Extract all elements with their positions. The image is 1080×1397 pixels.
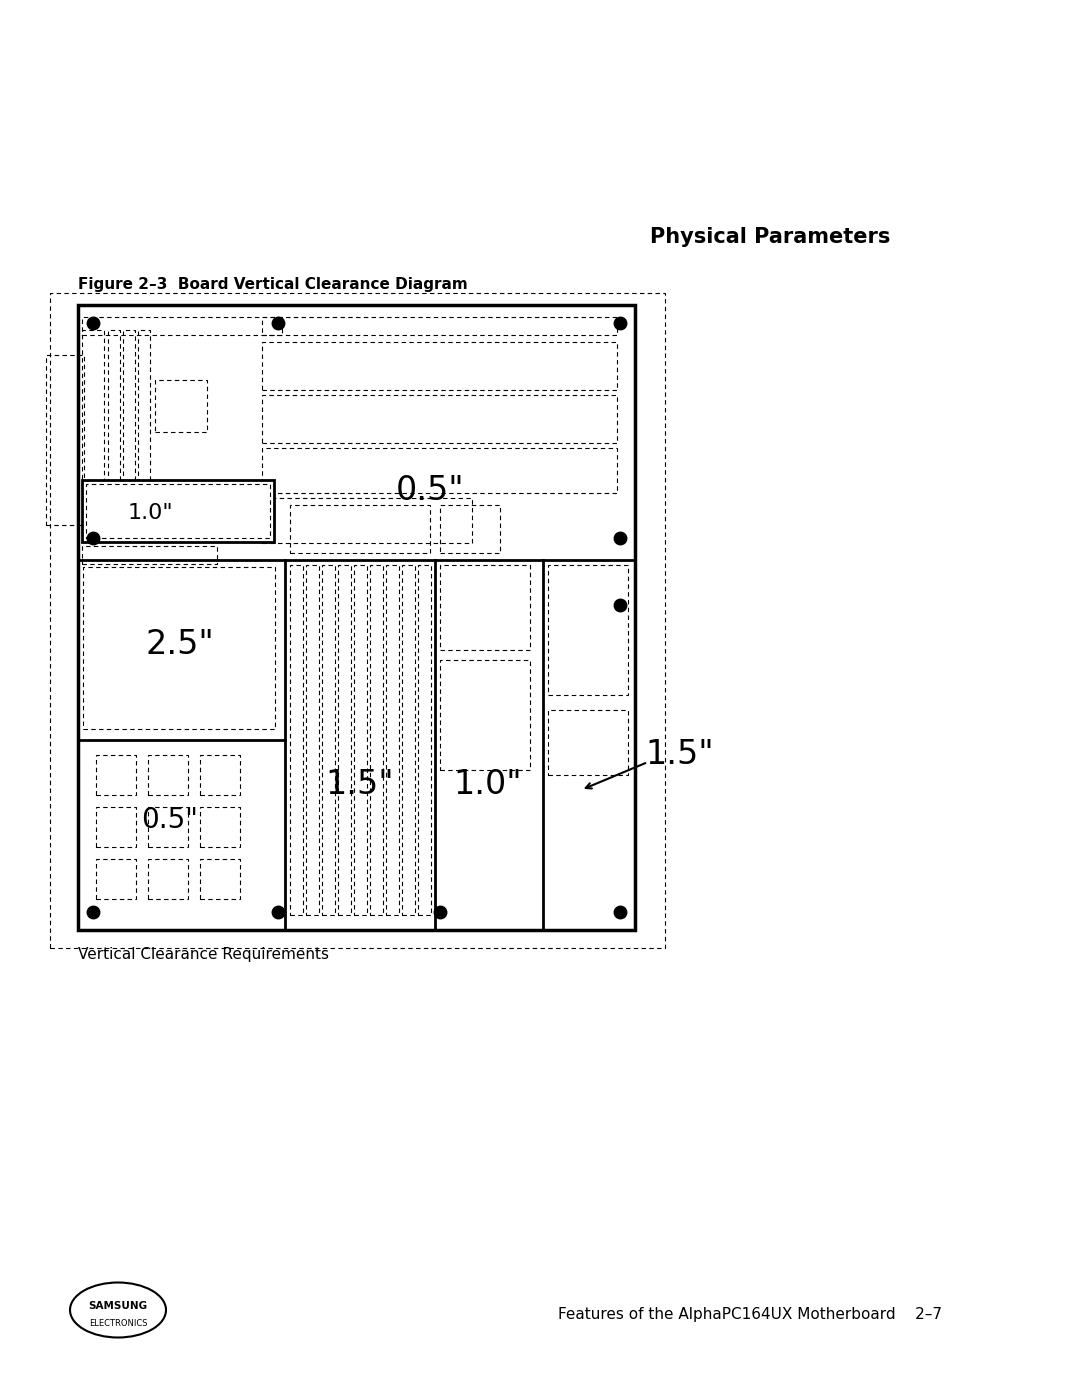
Bar — [82, 546, 217, 564]
Bar — [86, 483, 270, 538]
Text: Features of the AlphaPC164UX Motherboard    2–7: Features of the AlphaPC164UX Motherboard… — [558, 1308, 942, 1323]
Text: 2.5": 2.5" — [146, 629, 214, 662]
Bar — [291, 564, 303, 915]
Bar — [386, 564, 399, 915]
Bar — [96, 859, 136, 900]
Bar — [548, 710, 627, 775]
Bar — [138, 330, 150, 515]
Bar — [148, 859, 188, 900]
Bar — [50, 293, 665, 949]
Text: 0.5": 0.5" — [141, 806, 199, 834]
Text: 0.5": 0.5" — [395, 474, 464, 507]
Bar — [291, 504, 430, 553]
Bar — [262, 342, 617, 390]
Bar — [440, 504, 500, 553]
Bar — [200, 754, 240, 795]
Bar — [322, 564, 335, 915]
Bar — [156, 380, 207, 432]
Bar — [262, 317, 617, 335]
Bar — [82, 481, 274, 542]
Text: 1.5": 1.5" — [646, 739, 714, 771]
Bar — [82, 317, 282, 335]
Bar — [200, 807, 240, 847]
Bar — [96, 754, 136, 795]
Bar — [338, 564, 351, 915]
Bar — [200, 859, 240, 900]
Bar — [82, 330, 104, 515]
Bar — [108, 330, 120, 515]
Text: ELECTRONICS: ELECTRONICS — [89, 1320, 147, 1329]
Bar — [402, 564, 415, 915]
Bar — [83, 567, 275, 729]
Text: Physical Parameters: Physical Parameters — [650, 226, 890, 247]
Bar — [440, 564, 530, 650]
Bar — [262, 497, 472, 543]
Bar — [262, 395, 617, 443]
Text: SAMSUNG: SAMSUNG — [89, 1301, 148, 1310]
Bar — [123, 330, 135, 515]
Text: 1.5": 1.5" — [326, 768, 394, 802]
Bar — [418, 564, 431, 915]
Text: Figure 2–3  Board Vertical Clearance Diagram: Figure 2–3 Board Vertical Clearance Diag… — [78, 278, 468, 292]
Bar — [440, 659, 530, 770]
Ellipse shape — [70, 1282, 166, 1337]
Bar — [96, 807, 136, 847]
Text: Vertical Clearance Requirements: Vertical Clearance Requirements — [78, 947, 329, 963]
Bar — [46, 355, 84, 525]
Bar — [370, 564, 383, 915]
Bar — [148, 754, 188, 795]
Bar — [78, 305, 635, 930]
Text: 1.0": 1.0" — [454, 768, 523, 802]
Bar — [548, 564, 627, 694]
Bar — [306, 564, 319, 915]
Bar — [148, 807, 188, 847]
Bar — [354, 564, 367, 915]
Bar — [262, 448, 617, 493]
Text: 1.0": 1.0" — [127, 503, 173, 522]
